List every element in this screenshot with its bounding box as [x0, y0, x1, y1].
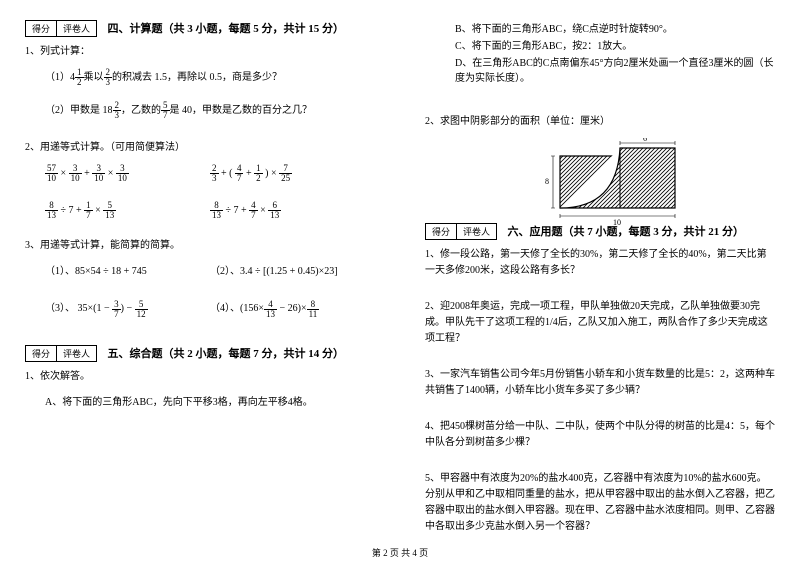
q2-row2: 813 ÷ 7 + 17 × 513 813 ÷ 7 + 47 × 613 — [45, 201, 375, 220]
item-b: B、将下面的三角形ABC，绕C点逆时针旋转90°。 — [455, 20, 775, 35]
score-label: 得分 — [26, 21, 57, 36]
sec5-q1: 1、依次解答。 — [25, 369, 375, 385]
den: 3 — [104, 78, 113, 87]
sec6-q2: 2、迎2008年奥运，完成一项工程，甲队单独做20天完成，乙队单独做要30完成。… — [425, 299, 775, 347]
shaded-diagram: 6 8 10 — [545, 138, 675, 213]
t: （2）甲数是 18 — [45, 105, 113, 116]
q3-row1: （1）、85×54 ÷ 18 + 745 （2）、3.4 ÷ [(1.25 + … — [45, 262, 375, 277]
right-column: B、将下面的三角形ABC，绕C点逆时针旋转90°。 C、将下面的三角形ABC，按… — [400, 0, 800, 565]
score-label: 得分 — [426, 224, 457, 239]
marker-label: 评卷人 — [57, 346, 96, 361]
q1-p1: （1）412乘以23的积减去 1.5，再除以 0.5，商是多少？ — [45, 68, 375, 87]
marker-label: 评卷人 — [457, 224, 496, 239]
right-q2: 2、求图中阴影部分的面积（单位：厘米） — [425, 114, 775, 130]
den: 2 — [75, 78, 84, 87]
sec6-q1: 1、修一段公路，第一天修了全长的30%，第二天修了全长的40%，第二天比第一天多… — [425, 247, 775, 279]
page-footer: 第 2 页 共 4 页 — [0, 546, 800, 559]
diagram-svg: 6 8 10 — [545, 138, 695, 228]
q3-p2: （2）、3.4 ÷ [(1.25 + 0.45)×23] — [210, 262, 375, 277]
eq2: 23 + ( 47 + 12 ) × 725 — [210, 164, 375, 183]
den: 7 — [161, 111, 170, 120]
t: ，乙数的 — [121, 105, 161, 116]
eq3: 813 ÷ 7 + 17 × 513 — [45, 201, 210, 220]
score-label: 得分 — [26, 346, 57, 361]
sec6-q4: 4、把450棵树苗分给一中队、二中队，使两个中队分得的树苗的比是4：5，每个中队… — [425, 419, 775, 451]
frac: 57 — [161, 101, 170, 120]
den: 3 — [113, 111, 122, 120]
marker-label: 评卷人 — [57, 21, 96, 36]
item-c: C、将下面的三角形ABC，按2：1放大。 — [455, 37, 775, 52]
score-box: 得分评卷人 — [25, 345, 97, 362]
page: 得分评卷人 四、计算题（共 3 小题，每题 5 分，共计 15 分） 1、列式计… — [0, 0, 800, 565]
q3-p3: （3）、 35×(1 − 37) − 512 — [45, 299, 210, 318]
eq4: 813 ÷ 7 + 47 × 613 — [210, 201, 375, 220]
t: 乘以 — [84, 72, 104, 83]
frac: 12 — [75, 68, 84, 87]
dim-bottom: 10 — [613, 218, 621, 227]
frac: 23 — [104, 68, 113, 87]
item-d: D、在三角形ABC的C点南偏东45°方向2厘米处画一个直径3厘米的圆（长度为实际… — [455, 54, 775, 84]
q1-stem: 1、列式计算： — [25, 44, 375, 60]
q3-row2: （3）、 35×(1 − 37) − 512 （4）、(156×413 − 26… — [45, 299, 375, 318]
sec5-q1a: A、将下面的三角形ABC，先向下平移3格，再向左平移4格。 — [45, 393, 375, 408]
sec6-q3: 3、一家汽车销售公司今年5月份销售小轿车和小货车数量的比是5：2，这两种车共销售… — [425, 367, 775, 399]
q1-p2: （2）甲数是 1823，乙数的57是 40，甲数是乙数的百分之几？ — [45, 101, 375, 120]
sec4-header: 得分评卷人 四、计算题（共 3 小题，每题 5 分，共计 15 分） — [25, 20, 375, 40]
q3-p4: （4）、(156×413 − 26)×811 — [210, 299, 375, 318]
frac: 23 — [113, 101, 122, 120]
left-column: 得分评卷人 四、计算题（共 3 小题，每题 5 分，共计 15 分） 1、列式计… — [0, 0, 400, 565]
t: 的积减去 1.5，再除以 0.5，商是多少？ — [112, 72, 282, 83]
eq1: 5710 × 310 + 310 × 310 — [45, 164, 210, 183]
sec6-q5: 5、甲容器中有浓度为20%的盐水400克，乙容器中有浓度为10%的盐水600克。… — [425, 471, 775, 535]
dim-left: 8 — [545, 177, 549, 186]
sec5-header: 得分评卷人 五、综合题（共 2 小题，每题 7 分，共计 14 分） — [25, 345, 375, 365]
sec5-title: 五、综合题（共 2 小题，每题 7 分，共计 14 分） — [108, 345, 345, 361]
q3-p1: （1）、85×54 ÷ 18 + 745 — [45, 262, 210, 277]
score-box: 得分评卷人 — [25, 20, 97, 37]
t: （1）4 — [45, 72, 75, 83]
score-box: 得分评卷人 — [425, 223, 497, 240]
t: 是 40，甲数是乙数的百分之几？ — [170, 105, 313, 116]
q2-row1: 5710 × 310 + 310 × 310 23 + ( 47 + 12 ) … — [45, 164, 375, 183]
sec4-title: 四、计算题（共 3 小题，每题 5 分，共计 15 分） — [108, 20, 345, 36]
q3-stem: 3、用递等式计算，能简算的简算。 — [25, 238, 375, 254]
dim-top: 6 — [643, 138, 647, 143]
q2-stem: 2、用递等式计算。（可用简便算法） — [25, 140, 375, 156]
